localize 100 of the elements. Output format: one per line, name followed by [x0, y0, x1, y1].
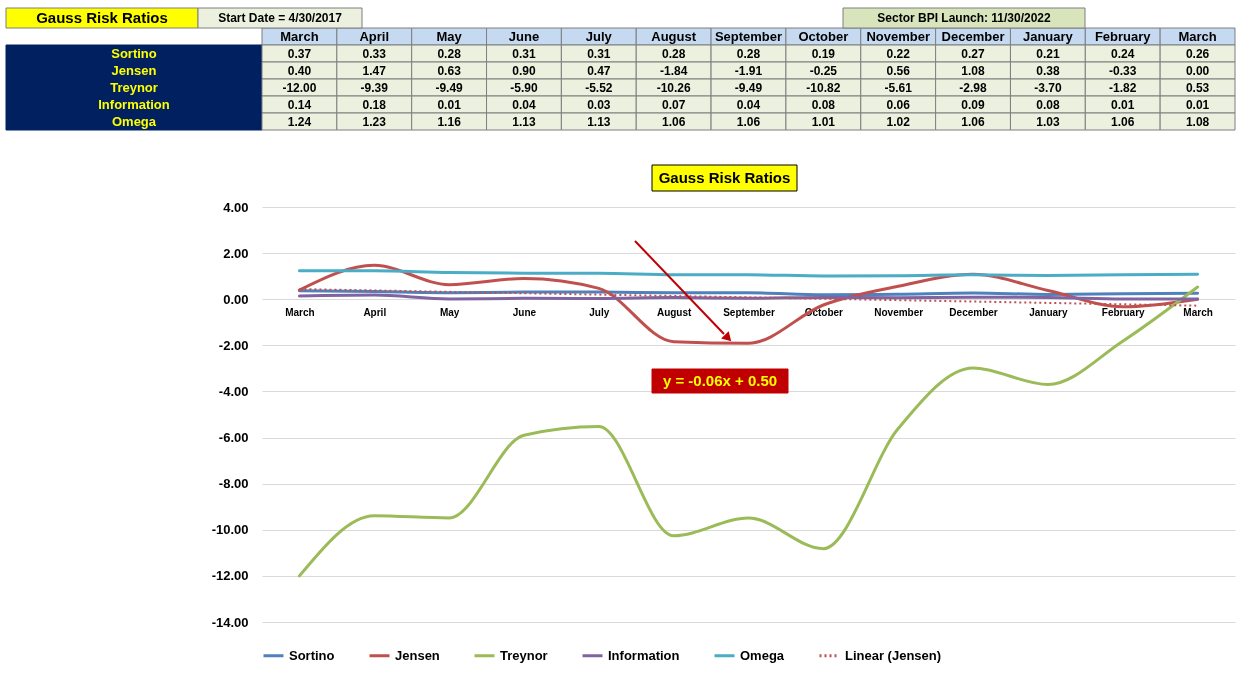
data-label: 0.63 [437, 63, 462, 78]
data-label: 1.06 [736, 114, 761, 129]
x-tick-label: May [439, 306, 460, 318]
y-tick-label: -8.00 [218, 476, 249, 492]
data-label: 0.28 [736, 46, 761, 61]
data-label: 1.13 [512, 114, 536, 129]
data-label: -9.49 [734, 80, 763, 95]
data-label: 1.08 [961, 63, 986, 78]
x-tick-label: January [1029, 306, 1068, 318]
x-tick-label: November [874, 306, 924, 318]
text: Gauss Risk Ratios [36, 9, 168, 26]
legend-label: Omega [740, 647, 785, 663]
data-label: 0.14 [287, 97, 312, 112]
data-label: 0.90 [512, 63, 536, 78]
category-label: March [1178, 28, 1217, 44]
x-tick-label: February [1101, 306, 1146, 318]
x-tick-label: March [285, 306, 315, 318]
category-label: December [941, 28, 1005, 44]
data-label: 0.26 [1185, 46, 1210, 61]
y-tick-label: -4.00 [218, 383, 249, 399]
y-tick-label: 0.00 [223, 291, 249, 307]
data-label: 1.16 [437, 114, 462, 129]
category-label: July [585, 28, 612, 44]
category-label: February [1094, 28, 1151, 44]
data-label: 0.21 [1036, 46, 1060, 61]
chart-title: Gauss Risk Ratios [658, 169, 791, 186]
data-label: 0.28 [437, 46, 462, 61]
text: Omega [111, 113, 157, 129]
category-label: April [359, 28, 390, 44]
x-tick-label: August [656, 306, 693, 318]
category-label: September [714, 28, 783, 44]
data-label: -5.52 [585, 80, 613, 95]
data-label: 0.31 [512, 46, 536, 61]
data-label: -9.39 [360, 80, 389, 95]
category-label: October [798, 28, 849, 44]
data-label: 1.23 [362, 114, 387, 129]
category-label: June [508, 28, 540, 44]
x-tick-label: September [723, 306, 775, 318]
y-tick-label: -10.00 [211, 522, 249, 538]
text: Sortino [111, 45, 157, 61]
legend-label: Information [608, 647, 680, 663]
annotation: y = -0.06x + 0.50 [662, 372, 778, 389]
data-label: 0.37 [287, 46, 312, 61]
text: Start Date = 4/30/2017 [218, 11, 343, 25]
data-label: -1.82 [1109, 80, 1137, 95]
legend-label: Sortino [289, 647, 335, 663]
x-tick-label: April [363, 306, 387, 318]
data-label: 1.06 [661, 114, 686, 129]
text: Jensen [111, 62, 157, 78]
data-label: -3.70 [1034, 80, 1062, 95]
legend-label: Linear (Jensen) [845, 647, 942, 663]
x-tick-label: June [512, 306, 537, 318]
data-label: 1.13 [587, 114, 611, 129]
data-label: 1.06 [1111, 114, 1135, 129]
data-label: -0.33 [1109, 63, 1137, 78]
data-label: 0.27 [961, 46, 986, 61]
data-label: 1.06 [961, 114, 986, 129]
data-label: 0.38 [1036, 63, 1060, 78]
category-label: May [436, 28, 462, 44]
data-label: 0.56 [886, 63, 911, 78]
y-tick-label: -12.00 [211, 568, 249, 584]
data-label: 0.04 [512, 97, 536, 112]
legend-label: Jensen [395, 647, 440, 663]
x-tick-label: March [1183, 306, 1213, 318]
data-label: -5.90 [510, 80, 538, 95]
data-label: -1.84 [659, 63, 688, 78]
data-label: 0.47 [587, 63, 611, 78]
data-label: 0.40 [287, 63, 312, 78]
category-label: March [280, 28, 319, 44]
data-label: 0.24 [1111, 46, 1135, 61]
category-label: August [651, 28, 697, 44]
y-tick-label: -6.00 [218, 430, 249, 446]
data-label: 1.08 [1185, 114, 1210, 129]
data-label: -10.82 [806, 80, 841, 95]
text: Information [98, 96, 170, 112]
data-label: 1.02 [886, 114, 911, 129]
text: Treynor [110, 79, 158, 95]
x-tick-label: July [589, 306, 610, 318]
data-label: -12.00 [282, 80, 317, 95]
data-label: 0.33 [362, 46, 387, 61]
data-label: 0.01 [1185, 97, 1210, 112]
data-label: 0.06 [886, 97, 911, 112]
data-label: 0.04 [736, 97, 761, 112]
text: Sector BPI Launch: 11/30/2022 [877, 11, 1052, 25]
data-label: -10.26 [656, 80, 691, 95]
legend-label: Treynor [500, 647, 548, 663]
data-label: 0.08 [1036, 97, 1060, 112]
data-label: -5.61 [884, 80, 913, 95]
data-label: 0.03 [587, 97, 611, 112]
data-label: -1.91 [734, 63, 763, 78]
data-label: 0.31 [587, 46, 611, 61]
data-label: 1.01 [811, 114, 836, 129]
data-label: 0.53 [1185, 80, 1210, 95]
y-tick-label: -2.00 [218, 337, 249, 353]
data-label: 0.28 [661, 46, 686, 61]
data-label: 0.01 [1111, 97, 1135, 112]
x-tick-label: December [949, 306, 998, 318]
data-label: 0.07 [661, 97, 686, 112]
data-label: 0.00 [1185, 63, 1210, 78]
data-label: 0.19 [811, 46, 836, 61]
